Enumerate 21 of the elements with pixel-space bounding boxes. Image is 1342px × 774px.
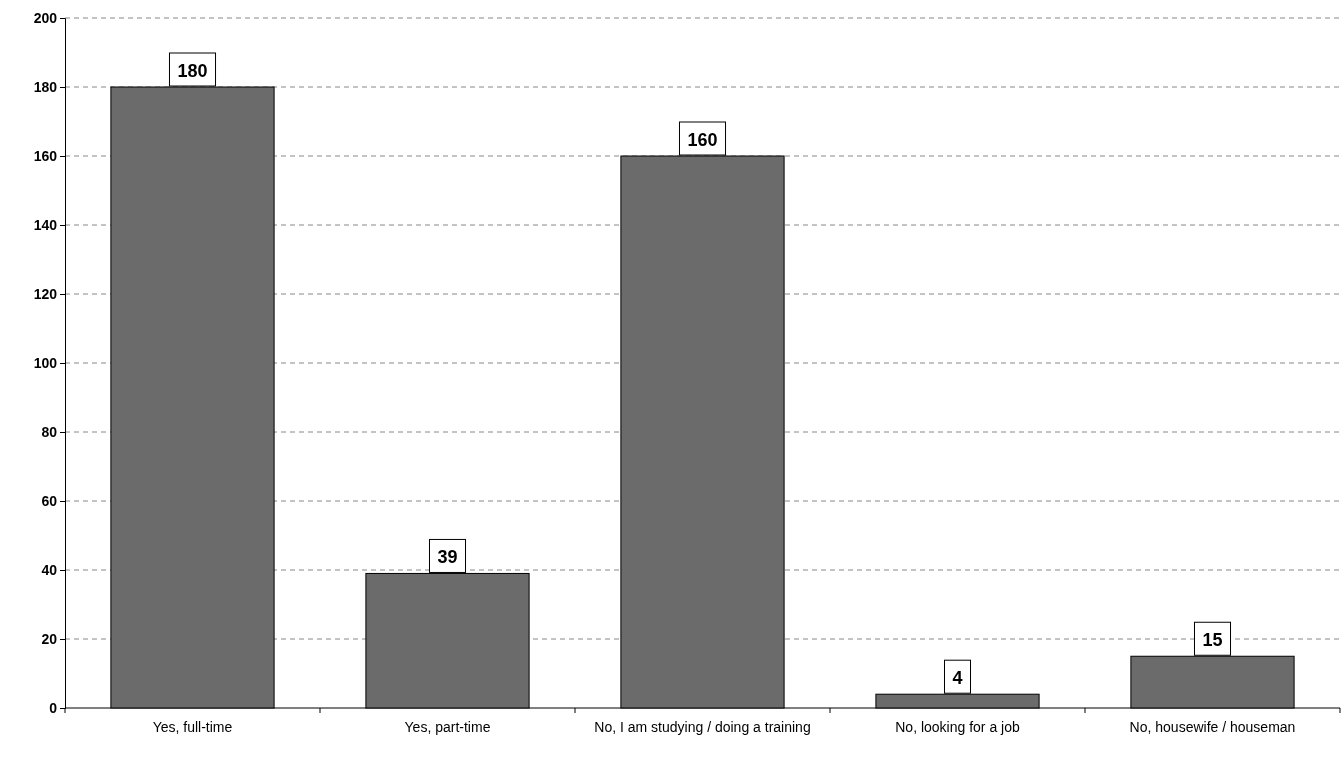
data-label: 4 xyxy=(952,668,963,689)
y-tick-label: 20 xyxy=(41,630,58,647)
y-tick-label: 40 xyxy=(41,561,58,578)
y-tick-label: 80 xyxy=(41,423,58,440)
data-label: 39 xyxy=(437,547,458,568)
x-tick-label: No, I am studying / doing a training xyxy=(594,719,811,735)
x-tick-label: Yes, part-time xyxy=(404,719,491,735)
data-label: 15 xyxy=(1202,630,1223,651)
data-label: 160 xyxy=(687,130,718,150)
x-tick-label: No, housewife / houseman xyxy=(1129,719,1296,735)
x-tick-label: No, looking for a job xyxy=(895,719,1020,735)
y-tick-label: 180 xyxy=(33,78,58,95)
y-tick-label: 60 xyxy=(41,492,58,509)
data-label: 180 xyxy=(177,61,208,81)
y-tick-label: 160 xyxy=(33,147,58,164)
x-tick-label: Yes, full-time xyxy=(152,719,233,735)
y-tick-label: 120 xyxy=(33,285,58,302)
y-tick-label: 0 xyxy=(49,699,58,716)
y-tick-label: 200 xyxy=(33,9,58,26)
y-tick-label: 140 xyxy=(33,216,58,233)
y-tick-label: 100 xyxy=(33,354,58,371)
